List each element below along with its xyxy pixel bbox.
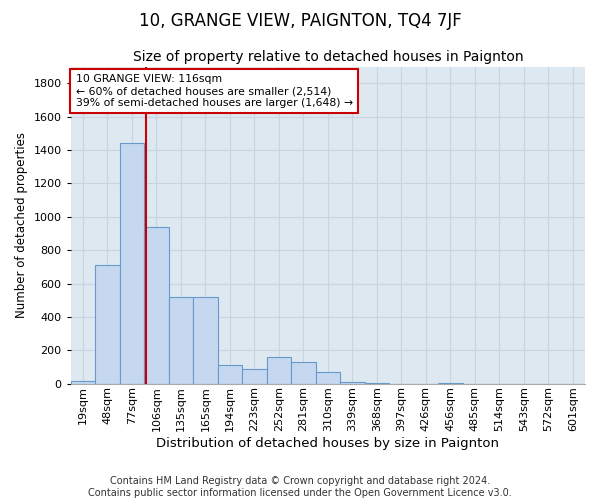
Y-axis label: Number of detached properties: Number of detached properties (15, 132, 28, 318)
Bar (365, 383, 389, 384)
Bar (340, 382, 365, 384)
Bar (438, 383, 463, 384)
Bar (316, 372, 340, 384)
Bar (119, 144, 144, 384)
Bar (291, 362, 316, 384)
Title: Size of property relative to detached houses in Paignton: Size of property relative to detached ho… (133, 50, 523, 64)
Bar (71, 380, 95, 384)
Bar (266, 357, 291, 384)
Bar (218, 366, 242, 384)
Text: Contains HM Land Registry data © Crown copyright and database right 2024.
Contai: Contains HM Land Registry data © Crown c… (88, 476, 512, 498)
Bar (242, 370, 266, 384)
Bar (169, 297, 193, 384)
Bar (144, 227, 169, 384)
X-axis label: Distribution of detached houses by size in Paignton: Distribution of detached houses by size … (157, 437, 499, 450)
Bar (95, 265, 119, 384)
Bar (193, 297, 218, 384)
Text: 10 GRANGE VIEW: 116sqm
← 60% of detached houses are smaller (2,514)
39% of semi-: 10 GRANGE VIEW: 116sqm ← 60% of detached… (76, 74, 353, 108)
Text: 10, GRANGE VIEW, PAIGNTON, TQ4 7JF: 10, GRANGE VIEW, PAIGNTON, TQ4 7JF (139, 12, 461, 30)
